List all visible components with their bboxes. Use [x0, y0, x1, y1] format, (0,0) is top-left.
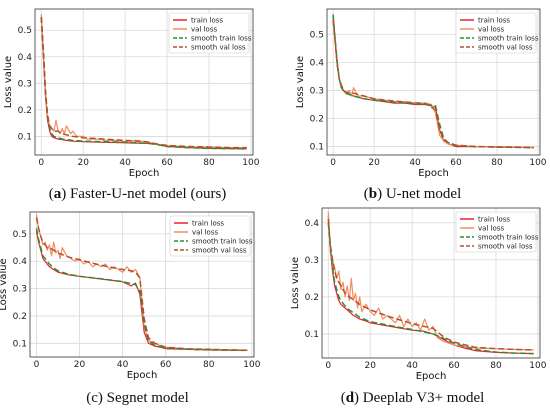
- series-line-val-loss: [35, 214, 248, 351]
- x-axis-label: Epoch: [418, 168, 449, 179]
- y-tick-label: 0.1: [13, 339, 27, 349]
- y-tick-label: 0.3: [18, 79, 32, 89]
- y-tick-label: 0.1: [18, 132, 32, 142]
- legend-label: train loss: [478, 17, 510, 25]
- caption-b: (b) U-net model: [363, 186, 462, 202]
- x-tick-label: 100: [242, 158, 259, 168]
- series-line-smooth-val-loss: [327, 219, 534, 351]
- x-tick-label: 40: [409, 158, 421, 168]
- legend-label: val loss: [478, 225, 504, 233]
- y-tick-label: 0.2: [13, 312, 27, 322]
- legend-label: smooth val loss: [192, 247, 247, 255]
- y-tick-label: 0.2: [305, 293, 319, 303]
- legend-label: train loss: [191, 17, 223, 25]
- x-tick-label: 20: [74, 360, 86, 370]
- x-tick-label: 80: [203, 158, 215, 168]
- x-tick-label: 100: [529, 158, 546, 168]
- y-tick-label: 0.5: [13, 230, 27, 240]
- caption-c: (c) Segnet model: [86, 390, 189, 406]
- caption-d: (d) Deeplab V3+ model: [340, 390, 485, 406]
- x-axis-label: Epoch: [416, 371, 447, 382]
- x-tick-label: 0: [38, 158, 44, 168]
- legend-box: [169, 215, 251, 257]
- chart-1: 0 20 40 60 80 100 0.1 0.2 0.3 0.4 0.5 Epoch Loss val…: [295, 8, 547, 179]
- legend-label: val loss: [478, 26, 504, 34]
- series-line-train-loss: [327, 215, 534, 355]
- x-tick-label: 80: [203, 360, 215, 370]
- x-axis-label: Epoch: [127, 370, 158, 381]
- legend-label: smooth train loss: [478, 35, 539, 43]
- x-tick-label: 40: [117, 360, 129, 370]
- legend-box: [455, 211, 537, 253]
- x-tick-label: 60: [450, 158, 462, 168]
- y-tick-label: 0.1: [310, 143, 324, 153]
- y-axis-label: Loss value: [0, 258, 9, 310]
- y-tick-label: 0.3: [13, 285, 27, 295]
- y-tick-label: 0.4: [305, 219, 320, 229]
- chart-2: 0 20 40 60 80 100 0.1 0.2 0.3 0.4 0.5 Epoch Loss val…: [0, 211, 261, 381]
- series-line-smooth-val-loss: [332, 20, 534, 149]
- x-axis-label: Epoch: [129, 168, 160, 179]
- x-tick-label: 60: [448, 361, 460, 371]
- x-tick-label: 100: [243, 360, 260, 370]
- y-tick-label: 0.3: [305, 256, 319, 266]
- chart-3: 0 20 40 60 80 100 0.1 0.2 0.3 0.4 Epoch Loss value t…: [290, 207, 547, 382]
- axes-frame: [326, 8, 541, 156]
- x-tick-label: 60: [161, 158, 173, 168]
- x-tick-label: 20: [364, 361, 376, 371]
- series-line-smooth-train-loss: [327, 222, 534, 355]
- y-tick-label: 0.2: [310, 115, 324, 125]
- chart-0: 0 20 40 60 80 100 0.1 0.2 0.3 0.4 0.5 Epoch Loss val…: [3, 8, 260, 179]
- y-tick-label: 0.5: [310, 30, 324, 40]
- legend-label: smooth train loss: [478, 234, 539, 242]
- x-tick-label: 100: [529, 361, 546, 371]
- x-tick-label: 80: [490, 361, 502, 371]
- axes-frame: [34, 8, 254, 156]
- y-tick-label: 0.3: [310, 86, 324, 96]
- y-tick-label: 0.1: [305, 330, 319, 340]
- legend-label: val loss: [191, 26, 217, 34]
- legend-label: smooth val loss: [478, 243, 533, 251]
- series-line-smooth-val-loss: [35, 217, 248, 351]
- legend-label: train loss: [478, 216, 510, 224]
- x-tick-label: 0: [330, 158, 336, 168]
- legend-label: smooth train loss: [191, 35, 252, 43]
- legend-label: train loss: [192, 220, 224, 228]
- caption-a: (a) Faster-U-net model (ours): [48, 186, 227, 202]
- legend-label: smooth train loss: [192, 238, 253, 246]
- y-axis-label: Loss value: [295, 56, 306, 108]
- x-tick-label: 20: [77, 158, 89, 168]
- x-tick-label: 0: [34, 360, 40, 370]
- x-tick-label: 0: [325, 361, 331, 371]
- series-line-smooth-train-loss: [35, 228, 248, 352]
- legend-box: [455, 12, 537, 54]
- y-tick-label: 0.4: [310, 58, 325, 68]
- x-tick-label: 40: [406, 361, 418, 371]
- axes-frame: [29, 211, 255, 358]
- y-tick-label: 0.5: [18, 26, 32, 36]
- legend-label: val loss: [192, 229, 218, 237]
- legend-label: smooth val loss: [191, 44, 246, 52]
- y-tick-label: 0.2: [18, 106, 32, 116]
- x-tick-label: 80: [491, 158, 503, 168]
- y-axis-label: Loss value: [3, 56, 14, 108]
- y-tick-label: 0.4: [18, 53, 33, 63]
- series-line-smooth-val-loss: [40, 16, 247, 149]
- x-tick-label: 40: [119, 158, 131, 168]
- x-tick-label: 20: [368, 158, 380, 168]
- axes-frame: [321, 207, 541, 359]
- legend-box: [168, 12, 250, 54]
- x-tick-label: 60: [160, 360, 172, 370]
- y-axis-label: Loss value: [290, 257, 301, 309]
- y-tick-label: 0.4: [13, 257, 28, 267]
- legend-label: smooth val loss: [478, 44, 533, 52]
